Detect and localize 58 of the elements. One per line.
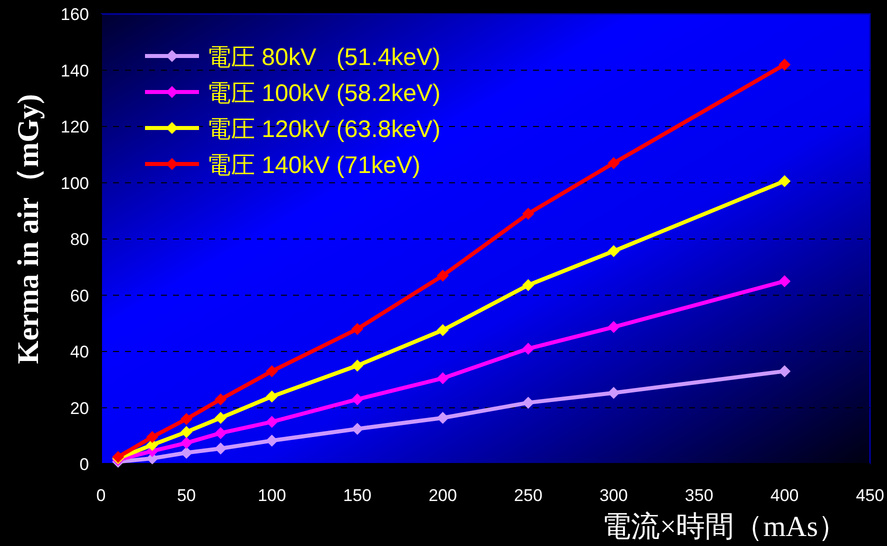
point [146,431,158,443]
point [351,393,364,406]
point [778,58,791,71]
point [778,275,791,288]
point [436,324,449,336]
point [351,360,364,372]
y-tick-label: 120 [60,118,89,136]
y-tick-label: 160 [60,5,89,24]
y-tick-label: 20 [70,398,89,418]
y-tick-label: 140 [60,61,89,80]
point [608,245,620,258]
y-tick-label: 0 [80,455,89,474]
y-tick-label: 80 [70,230,89,249]
x-axis-title: 電流×時間（mAs） [602,511,847,543]
point [522,396,534,409]
point [608,386,620,399]
x-tick-label: 50 [176,486,196,505]
point [266,416,278,428]
legend-label: 電圧 120kV (63.8keV) [207,116,440,143]
point [180,426,192,438]
y-tick-label: 100 [60,174,89,193]
x-tick-label: 250 [514,486,542,505]
y-tick-label: 40 [70,342,89,362]
point [436,412,449,424]
point [351,323,364,335]
point [266,390,278,402]
point [522,342,534,355]
legend-label: 電圧 100kV (58.2keV) [207,80,440,107]
legend-label: 電圧 80kV (51.4keV) [207,44,440,71]
point [180,446,192,459]
point [522,208,534,220]
x-tick-label: 400 [770,486,799,505]
point [214,442,227,455]
point [266,365,278,378]
x-tick-label: 150 [343,486,372,505]
point [214,412,227,424]
x-tick-label: 0 [96,486,106,505]
point [214,393,227,406]
x-tick-label: 450 [856,486,884,505]
point [351,422,364,435]
x-tick-label: 100 [258,486,286,505]
point [214,427,227,440]
x-tick-label: 300 [599,486,628,505]
y-tick-label: 60 [70,286,89,306]
point [180,436,192,449]
x-tick-label: 200 [428,486,457,505]
point [436,270,449,282]
legend-label: 電圧 140kV (71keV) [207,152,420,179]
point [522,279,534,292]
point [608,157,620,170]
point [778,175,791,188]
x-tick-label: 350 [684,486,714,505]
y-axis-title: Kerma in air（mGy) [12,94,45,364]
point [778,365,791,378]
point [266,434,278,447]
point [180,413,192,425]
point [608,321,620,334]
point [436,372,449,384]
